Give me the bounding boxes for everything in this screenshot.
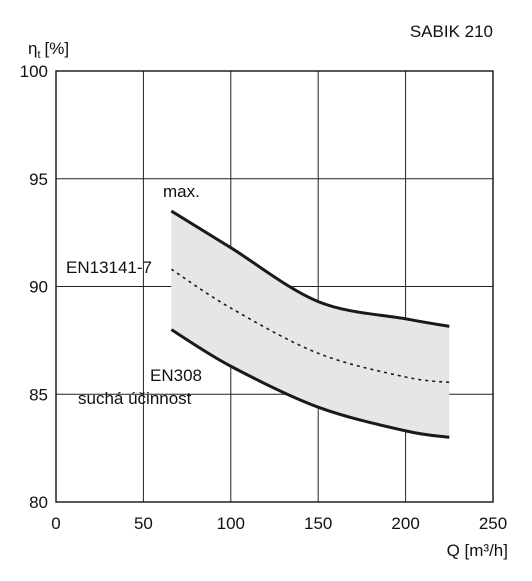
series-line-2 [170,328,450,439]
annotation-en308-line2: suchá účinnost [78,389,192,408]
x-tick-label: 0 [51,514,60,533]
y-tick-label: 80 [29,493,48,512]
plot-frame [55,70,494,503]
y-axis-symbol: η [28,39,37,58]
tick-labels: 80 85 90 95 100 0 50 100 150 200 250 [20,62,508,533]
series-line-0 [170,209,450,328]
plot-border [55,70,494,503]
x-tick-label: 150 [304,514,332,533]
y-axis-label: ηt [%] [28,39,69,61]
efficiency-band [171,211,450,438]
annotation-max: max. [163,182,200,201]
x-tick-label: 250 [479,514,507,533]
y-tick-label: 100 [20,62,48,81]
series-line-1 [170,268,450,384]
annotation-en13141: EN13141-7 [66,258,152,277]
x-tick-label: 50 [134,514,153,533]
band-fill [171,211,450,438]
y-axis-subscript: t [37,49,40,61]
series-lines [170,209,450,439]
y-axis-unit: [%] [45,39,70,58]
chart-title: SABIK 210 [410,22,493,41]
y-tick-label: 85 [29,385,48,404]
x-tick-label: 200 [391,514,419,533]
annotation-en308-line1: EN308 [150,366,202,385]
x-tick-label: 100 [217,514,245,533]
y-tick-label: 95 [29,170,48,189]
x-axis-label: Q [m³/h] [447,541,508,560]
y-tick-label: 90 [29,278,48,297]
